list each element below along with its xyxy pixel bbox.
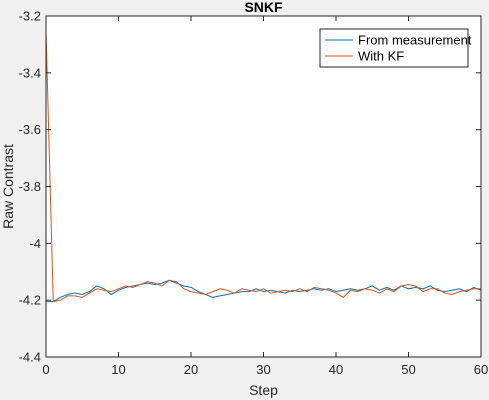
ticks-layer: 0 10 20 30 40 50 60 -4.4 -4.2 -4 -3.8 -3.6 -3.4 -3.2 [19,9,489,378]
y-tick-label: -3.6 [19,122,41,137]
x-tick-label: 50 [401,362,415,377]
series-layer [45,30,482,303]
y-axis-label: Raw Contrast [0,144,16,229]
y-tick-label: -3.4 [19,65,41,80]
x-tick-label: 40 [329,362,343,377]
y-tick-label: -4 [29,236,41,251]
y-tick-label: -3.2 [19,9,41,24]
legend-label: With KF [358,49,404,64]
x-tick-label: 10 [111,362,125,377]
y-tick-label: -3.8 [19,179,41,194]
chart-title: SNKF [244,0,283,15]
plot-area [46,16,481,357]
series-line-from-measurement [46,279,482,303]
legend-box [319,28,469,68]
y-tick-label: -4.4 [19,350,41,365]
x-tick-label: 60 [474,362,488,377]
series-line-with-kf [45,30,481,303]
legend-label: From measurement [358,33,472,48]
y-tick-label: -4.2 [19,293,41,308]
x-tick-label: 30 [256,362,270,377]
x-tick-label: 20 [184,362,198,377]
x-axis-label: Step [249,382,278,398]
x-tick-label: 0 [42,362,49,377]
